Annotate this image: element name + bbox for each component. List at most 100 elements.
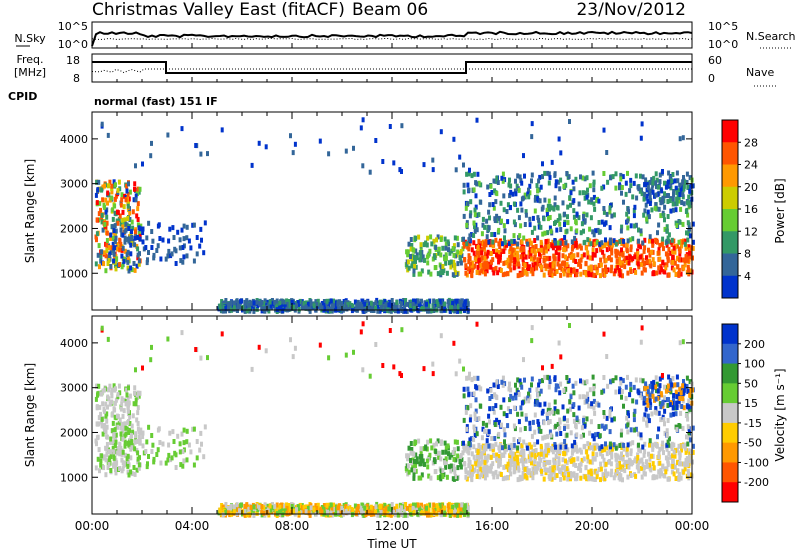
heatmap-cell (677, 239, 681, 245)
heatmap-cell (133, 229, 137, 235)
heatmap-cell (110, 387, 114, 393)
heatmap-cell (681, 192, 685, 198)
heatmap-cell (577, 465, 581, 471)
heatmap-cell (615, 457, 619, 463)
heatmap-cell (120, 253, 124, 259)
heatmap-cell (480, 268, 484, 274)
heatmap-cell (502, 193, 506, 199)
heatmap-cell (473, 411, 477, 417)
heatmap-cell (145, 439, 149, 445)
heatmap-cell (540, 206, 544, 212)
heatmap-cell (127, 238, 131, 244)
heatmap-cell (575, 415, 579, 421)
heatmap-cell (686, 416, 690, 422)
heatmap-cell (599, 257, 603, 263)
heatmap-cell (643, 245, 647, 251)
heatmap-cell (260, 300, 264, 305)
heatmap-cell (561, 241, 565, 246)
heatmap-cell (592, 187, 596, 193)
heatmap-cell (543, 401, 547, 407)
heatmap-cell (512, 405, 516, 411)
heatmap-cell (679, 475, 683, 481)
heatmap-cell (585, 194, 589, 200)
heatmap-cell (675, 374, 679, 380)
heatmap-cell (672, 245, 676, 251)
heatmap-cell (637, 264, 641, 270)
heatmap-cell (604, 461, 608, 467)
heatmap-cell (574, 176, 578, 182)
heatmap-cell (592, 391, 596, 397)
heatmap-cell (459, 305, 463, 311)
heatmap-cell (663, 466, 667, 472)
heatmap-cell (486, 453, 490, 459)
heatmap-cell (479, 466, 483, 472)
heatmap-cell (96, 252, 100, 258)
heatmap-cell (556, 465, 560, 471)
heatmap-cell (587, 469, 591, 475)
heatmap-cell (240, 502, 243, 508)
heatmap-cell (472, 437, 476, 442)
heatmap-cell (414, 248, 418, 254)
heatmap-cell (468, 472, 472, 478)
heatmap-cell (232, 509, 236, 515)
heatmap-cell (100, 215, 104, 221)
heatmap-cell (114, 449, 118, 455)
heatmap-cell (648, 201, 652, 206)
heatmap-cell (657, 206, 661, 212)
heatmap-cell (329, 502, 333, 508)
heatmap-cell (508, 205, 512, 210)
heatmap-cell (414, 236, 418, 241)
heatmap-cell (374, 300, 378, 306)
heatmap-cell (297, 306, 301, 312)
heatmap-cell (548, 475, 552, 481)
heatmap-cell (622, 442, 626, 448)
heatmap-cell (558, 244, 562, 250)
heatmap-cell (653, 193, 656, 199)
heatmap-cell (394, 308, 397, 314)
heatmap-cell (502, 452, 506, 458)
heatmap-cell (671, 260, 675, 265)
heatmap-cell (412, 472, 416, 478)
heatmap-cell (554, 250, 558, 255)
heatmap-cell (132, 261, 136, 266)
heatmap-cell (322, 302, 326, 308)
heatmap-cell (516, 273, 520, 279)
heatmap-cell (444, 241, 448, 247)
heatmap-cell (97, 211, 101, 217)
heatmap-cell (566, 204, 570, 210)
heatmap-cell (649, 402, 653, 408)
heatmap-cell (468, 268, 472, 274)
heatmap-cell (494, 237, 498, 243)
heatmap-cell (565, 466, 569, 472)
heatmap-cell (521, 474, 525, 480)
heatmap-cell (536, 419, 540, 425)
heatmap-cell (484, 239, 488, 245)
heatmap-cell (642, 452, 646, 458)
heatmap-cell (589, 215, 593, 221)
heatmap-cell (498, 244, 502, 250)
heatmap-cell (675, 190, 679, 196)
heatmap-cell (550, 447, 554, 453)
heatmap-cell (469, 199, 473, 205)
heatmap-cell (444, 445, 448, 451)
heatmap-cell (423, 257, 426, 263)
heatmap-cell (437, 246, 441, 252)
heatmap-cell (536, 392, 540, 398)
heatmap-cell (619, 176, 623, 182)
heatmap-cell (221, 308, 225, 314)
heatmap-cell (603, 425, 606, 431)
heatmap-cell (561, 457, 565, 463)
heatmap-cell (138, 430, 142, 436)
heatmap-cell (621, 477, 624, 483)
heatmap-cell (500, 248, 504, 254)
heatmap-cell (435, 237, 438, 243)
heatmap-cell (614, 171, 618, 177)
heatmap-cell (629, 448, 633, 454)
heatmap-cell (528, 238, 532, 244)
heatmap-cell (129, 455, 133, 461)
heatmap-cell (444, 456, 448, 462)
heatmap-cell (232, 305, 236, 311)
heatmap-cell (497, 419, 501, 425)
heatmap-cell (677, 461, 681, 467)
heatmap-cell (181, 259, 185, 265)
